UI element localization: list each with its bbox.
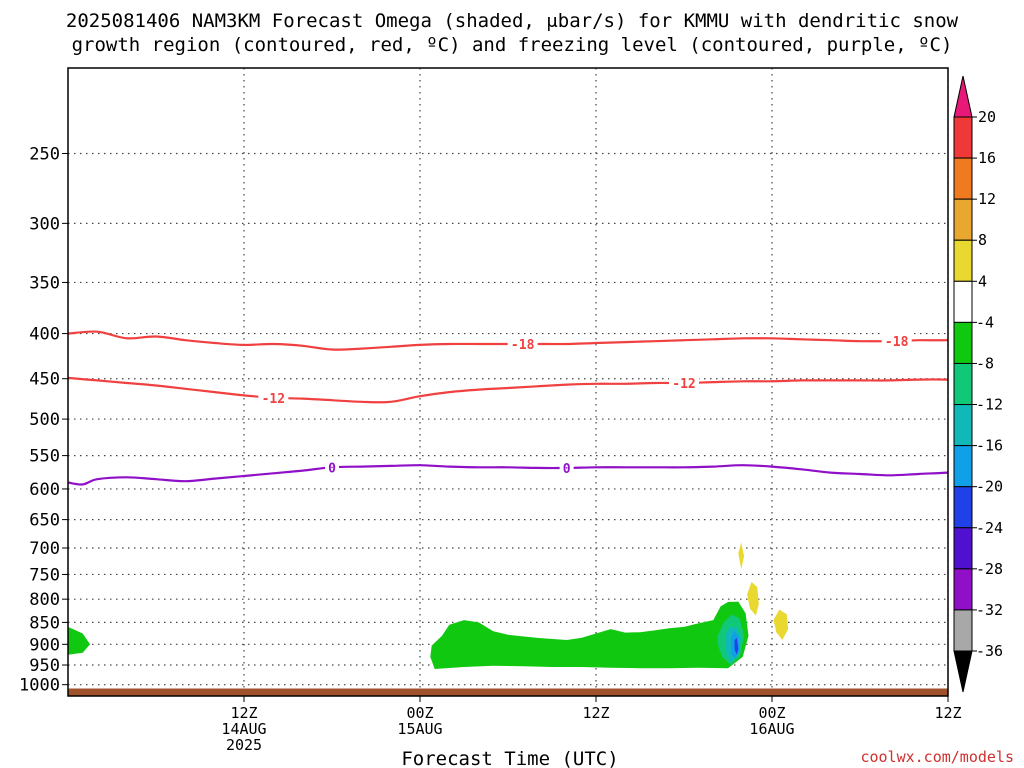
- plot-frame: [67, 67, 949, 697]
- contour-label-bg-0-0: [507, 335, 538, 352]
- y-tick-label-850: 850: [29, 613, 60, 633]
- y-tick-label-400: 400: [29, 325, 60, 345]
- y-tick-label-950: 950: [29, 656, 60, 676]
- colorbar-tick-label-6: -8: [976, 354, 994, 372]
- colorbar-tick-label-9: -20: [976, 478, 1003, 496]
- colorbar-segment-6: [953, 362, 973, 406]
- x-tick-label-18: 12Z 14AUG 2025: [221, 704, 266, 754]
- y-tick-label-750: 750: [29, 565, 60, 585]
- contour-label-1-0: -12: [262, 392, 285, 407]
- y-tick-label-650: 650: [29, 511, 60, 531]
- contour-label-bg-2-0: [325, 459, 339, 476]
- omega-area-8: [773, 609, 789, 640]
- contour-label-2-1: 0: [563, 462, 571, 477]
- colorbar-segment-5: [953, 321, 973, 364]
- contour-label-0-1: -18: [885, 335, 909, 350]
- colorbar-tick-label-1: 16: [978, 149, 996, 167]
- y-tick-label-450: 450: [29, 370, 60, 390]
- x-tick-label-66: 12Z: [934, 704, 961, 722]
- contour-label-1-1: -12: [672, 377, 695, 392]
- y-tick-label-550: 550: [29, 447, 60, 467]
- colorbar-segment-11: [953, 568, 973, 611]
- x-tick-line-30-1: 15AUG: [397, 720, 442, 738]
- colorbar-tick-label-3: 8: [978, 231, 987, 249]
- colorbar-segment-0: [953, 116, 973, 159]
- colorbar-tick-label-0: 20: [978, 108, 996, 126]
- x-tick-line-18-1: 14AUG: [221, 720, 266, 738]
- colorbar: 20 16 12 8 4 -4 -8 -12 -16 -20 -24 -28 -32 -36: [953, 75, 1003, 693]
- y-tick-label-500: 500: [29, 410, 60, 430]
- colorbar-tick-label-7: -12: [976, 396, 1003, 414]
- contour-label-0-0: -18: [511, 338, 535, 353]
- colorbar-segment-4: [953, 280, 973, 323]
- colorbar-segment-10: [953, 527, 973, 570]
- colorbar-tick-label-10: -24: [976, 519, 1003, 537]
- omega-area-6: [738, 542, 745, 570]
- omega-area-0: [68, 626, 90, 655]
- colorbar-tick-label-11: -28: [976, 560, 1003, 578]
- x-tick-line-18-0: 12Z: [230, 704, 257, 722]
- y-tick-label-700: 700: [29, 539, 60, 559]
- contour-label-bg-1-0: [258, 389, 289, 406]
- contour-label-bg-0-1: [881, 332, 912, 349]
- x-axis-label: Forecast Time (UTC): [401, 748, 618, 768]
- colorbar-segment-12: [953, 609, 973, 652]
- x-tick-line-54-0: 00Z: [758, 704, 785, 722]
- contour-label-2-0: 0: [328, 461, 336, 476]
- x-tick-line-54-1: 16AUG: [749, 720, 794, 738]
- colorbar-segment-3: [953, 239, 973, 282]
- colorbar-over-arrow: [953, 75, 973, 118]
- omega-area-1: [430, 601, 749, 669]
- x-tick-label-42: 12Z: [582, 704, 609, 722]
- y-tick-label-1000: 1000: [19, 676, 60, 696]
- contour-label-bg-1-2: [992, 372, 1022, 388]
- y-tick-label-250: 250: [29, 144, 60, 164]
- x-tick-label-54: 00Z 16AUG: [749, 704, 794, 738]
- contour-label-bg-2-1: [559, 459, 574, 476]
- plot-content: -18-18-12-12-12000: [68, 68, 1022, 696]
- y-tick-label-800: 800: [29, 590, 60, 610]
- colorbar-tick-label-2: 12: [978, 190, 996, 208]
- y-tick-label-350: 350: [29, 273, 60, 293]
- colorbar-segment-9: [953, 486, 973, 529]
- colorbar-tick-label-4: 4: [978, 272, 987, 290]
- contour-line-2: [68, 464, 948, 486]
- x-tick-line-18-2: 2025: [226, 736, 262, 754]
- colorbar-under-arrow: [953, 650, 973, 693]
- y-tick-label-300: 300: [29, 214, 60, 234]
- colorbar-segment-7: [953, 404, 973, 447]
- x-tick-line-30-0: 00Z: [406, 704, 433, 722]
- colorbar-tick-label-13: -36: [976, 642, 1003, 660]
- x-tick-line-66-0: 12Z: [934, 704, 961, 722]
- chart-title-line-2: growth region (contoured, red, ºC) and f…: [72, 34, 953, 56]
- credit-text: coolwx.com/models: [860, 748, 1014, 766]
- colorbar-tick-label-5: -4: [976, 313, 994, 331]
- plot-area: -18-18-12-12-120002503003504004505005506…: [19, 67, 1022, 754]
- contour-label-bg-1-1: [669, 374, 699, 391]
- colorbar-segment-2: [953, 198, 973, 241]
- x-tick-line-42-0: 12Z: [582, 704, 609, 722]
- colorbar-tick-label-12: -32: [976, 601, 1003, 619]
- colorbar-segment-1: [953, 157, 973, 200]
- contour-line-1: [68, 376, 948, 404]
- omega-area-5: [734, 637, 739, 655]
- y-tick-label-600: 600: [29, 480, 60, 500]
- x-tick-label-30: 00Z 15AUG: [397, 704, 442, 738]
- colorbar-segment-8: [953, 445, 973, 488]
- chart-title-line-1: 2025081406 NAM3KM Forecast Omega (shaded…: [66, 10, 959, 32]
- ground-surface: [68, 688, 948, 696]
- colorbar-tick-label-8: -16: [976, 437, 1003, 455]
- contour-label-1-2: -12: [995, 374, 1018, 389]
- y-tick-label-900: 900: [29, 635, 60, 655]
- omega-area-7: [747, 582, 759, 616]
